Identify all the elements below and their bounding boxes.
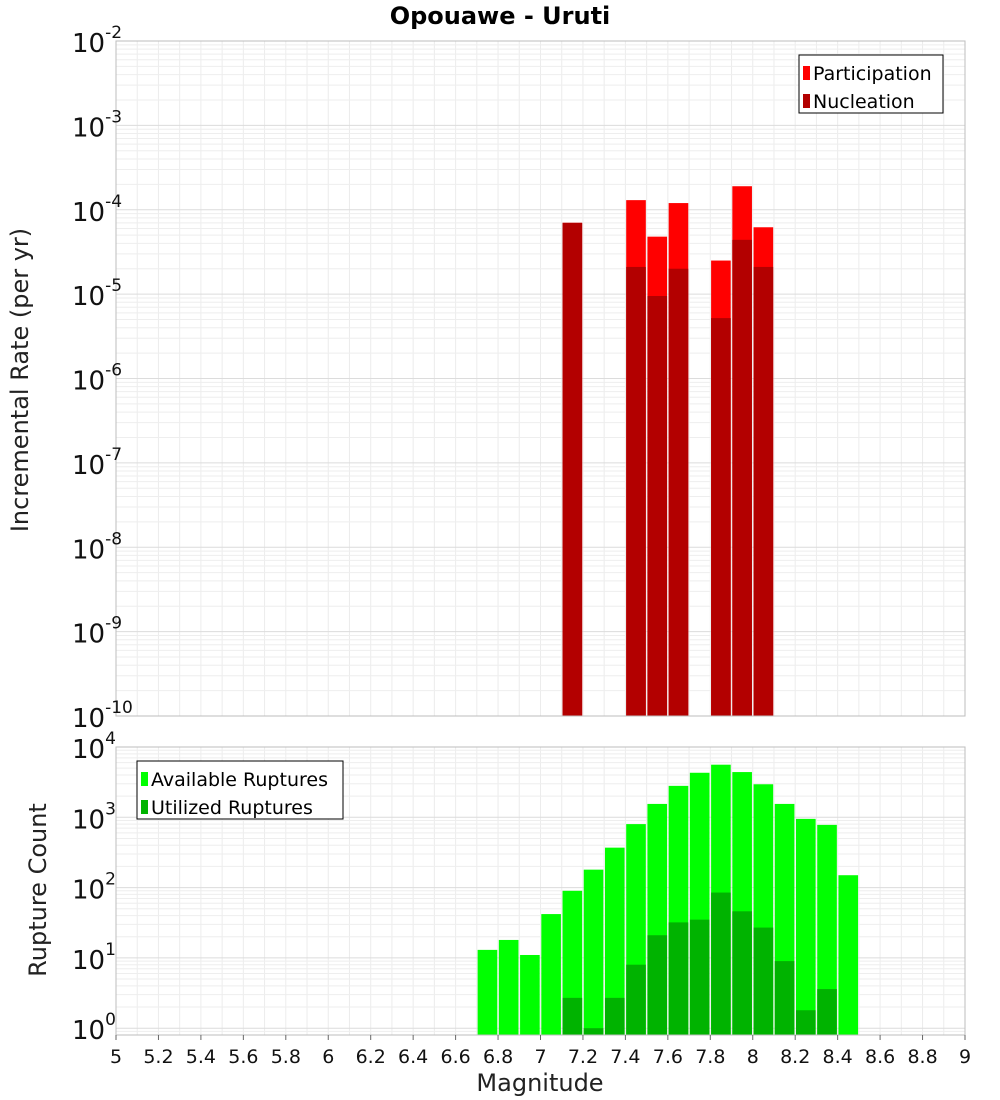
bottom-bar-available-ruptures-18 (838, 875, 859, 1035)
x-tick-label: 5.4 (186, 1046, 216, 1068)
top-y-tick-label: 10-8 (72, 529, 122, 565)
top-bar-nucleation-1 (562, 222, 583, 716)
bottom-bar-utilized-ruptures-6 (668, 922, 689, 1035)
top-y-tick-label: 10-3 (72, 107, 122, 143)
bottom-series-2 (562, 892, 837, 1035)
x-tick-label: 8.8 (907, 1046, 937, 1068)
top-bar-nucleation-2 (626, 266, 646, 716)
x-tick-label: 5.8 (271, 1046, 301, 1068)
top-legend-label: Nucleation (813, 91, 915, 113)
top-y-tick-label: 10-7 (72, 445, 122, 481)
bottom-bar-utilized-ruptures-13 (817, 989, 837, 1035)
x-axis-label: Magnitude (476, 1069, 603, 1097)
bottom-bar-available-ruptures-7 (604, 847, 625, 1035)
bottom-bar-utilized-ruptures-4 (626, 964, 646, 1035)
x-tick-label: 8.4 (823, 1046, 853, 1068)
x-tick-label: 5 (110, 1046, 122, 1068)
top-bar-nucleation-7 (753, 266, 774, 716)
bottom-legend-swatch (141, 772, 148, 786)
x-tick-label: 8.6 (865, 1046, 895, 1068)
bottom-bar-available-ruptures-17 (817, 824, 837, 1035)
x-tick-label: 6 (322, 1046, 334, 1068)
x-tick-label: 5.6 (228, 1046, 258, 1068)
top-y-tick-label: 10-5 (72, 276, 122, 312)
x-tick-label: 7.8 (695, 1046, 725, 1068)
top-bar-nucleation-3 (647, 296, 668, 716)
x-tick-label: 6.8 (483, 1046, 513, 1068)
bottom-y-tick-label: 102 (72, 870, 116, 906)
x-tick-label: 6.2 (356, 1046, 386, 1068)
x-tick-label: 6.6 (440, 1046, 470, 1068)
bottom-bar-utilized-ruptures-1 (562, 997, 583, 1035)
bottom-bar-available-ruptures-1 (477, 949, 498, 1035)
top-grid (115, 41, 966, 717)
bottom-bar-utilized-ruptures-7 (689, 919, 710, 1035)
top-y-ticks: 10-2 10-3 10-4 10-5 10-6 10-7 10-8 10-9 10-10 (72, 23, 133, 734)
bottom-bar-utilized-ruptures-2 (583, 1028, 604, 1035)
bottom-y-tick-label: 100 (72, 1010, 116, 1046)
bottom-x-ticks: 5 5.2 5.4 5.6 5.8 6 6.2 6.4 6.6 6.8 7 7.2 7.4 7.6 7.8 8… (110, 1035, 971, 1068)
top-legend-swatch (803, 66, 810, 80)
bottom-bar-utilized-ruptures-10 (753, 927, 774, 1035)
x-tick-label: 7.6 (653, 1046, 683, 1068)
x-tick-label: 6.4 (398, 1046, 428, 1068)
x-tick-label: 7 (534, 1046, 546, 1068)
x-tick-label: 7.4 (610, 1046, 640, 1068)
top-y-tick-label: 10-6 (72, 361, 122, 397)
top-legend-box (798, 54, 944, 114)
top-y-tick-label: 10-2 (72, 23, 122, 59)
top-y-tick-label: 10-4 (72, 192, 122, 228)
bottom-y-ticks: 104 103 102 101 100 (72, 729, 116, 1046)
top-legend-swatch (803, 94, 810, 108)
bottom-bar-available-ruptures-4 (541, 914, 561, 1035)
x-tick-label: 5.2 (143, 1046, 173, 1068)
top-legend-label: Participation (813, 63, 932, 85)
bottom-bar-available-ruptures-2 (498, 939, 519, 1035)
bottom-bar-utilized-ruptures-12 (796, 1010, 816, 1035)
bottom-legend-label: Available Ruptures (151, 769, 328, 791)
bottom-y-tick-label: 103 (72, 799, 116, 835)
x-tick-label: 7.2 (568, 1046, 598, 1068)
top-y-axis-label: Incremental Rate (per yr) (6, 228, 34, 532)
bottom-bar-utilized-ruptures-3 (604, 997, 625, 1035)
top-bar-nucleation-5 (711, 318, 731, 716)
bottom-bar-utilized-ruptures-9 (732, 911, 752, 1035)
bottom-y-tick-label: 104 (72, 729, 116, 765)
bottom-bar-available-ruptures-6 (583, 869, 604, 1035)
bottom-bar-utilized-ruptures-5 (647, 935, 668, 1035)
bottom-legend-box (136, 760, 344, 820)
x-tick-label: 9 (959, 1046, 971, 1068)
bottom-y-axis-label: Rupture Count (24, 803, 52, 977)
top-y-tick-label: 10-10 (72, 698, 133, 734)
bottom-bar-utilized-ruptures-11 (774, 961, 795, 1035)
bottom-y-tick-label: 101 (72, 940, 116, 976)
top-series-2 (562, 222, 774, 716)
top-y-tick-label: 10-9 (72, 614, 122, 650)
top-legend: Participation Nucleation (798, 54, 944, 114)
bottom-legend-swatch (141, 800, 148, 814)
bottom-legend: Available Ruptures Utilized Ruptures (136, 760, 344, 820)
top-bar-nucleation-4 (668, 268, 689, 716)
bottom-bar-available-ruptures-16 (796, 818, 816, 1035)
bottom-bar-utilized-ruptures-8 (711, 892, 731, 1035)
top-plot-border (115, 40, 966, 717)
bottom-legend-label: Utilized Ruptures (151, 797, 313, 819)
top-bar-nucleation-6 (732, 239, 752, 716)
top-plot-panel: 10-2 10-3 10-4 10-5 10-6 10-7 10-8 10-9 10-10 Par… (72, 23, 966, 734)
bottom-bar-available-ruptures-3 (520, 954, 540, 1035)
x-tick-label: 8.2 (780, 1046, 810, 1068)
x-tick-label: 8 (747, 1046, 759, 1068)
chart-title: Opouawe - Uruti (390, 2, 611, 30)
